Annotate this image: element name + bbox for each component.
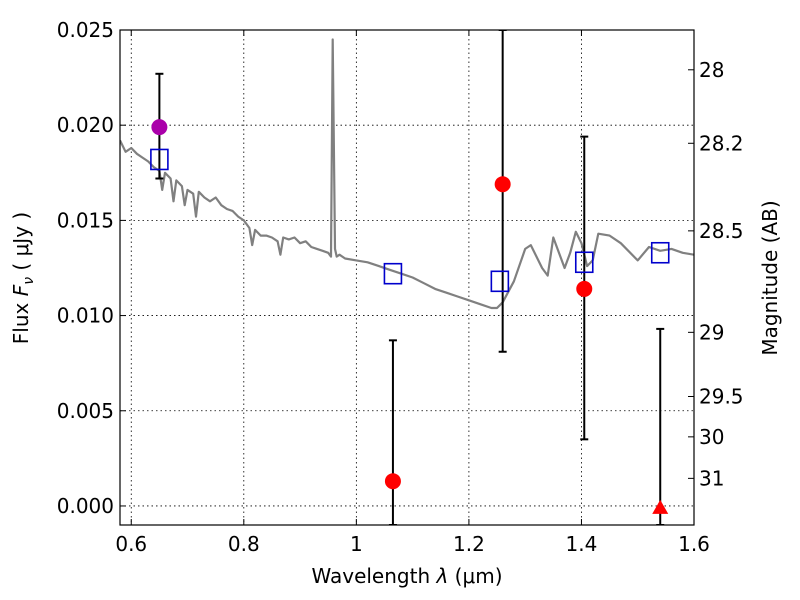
y-tick-label: 0.025 — [57, 18, 114, 42]
y2-tick-label: 31 — [699, 466, 724, 490]
model-spectrum-line — [120, 38, 694, 310]
observed-photometry-point — [576, 280, 593, 297]
model-photometry-markers — [150, 148, 670, 293]
y2-axis-ticks: 28 28.2 28.5 29 29.5 30 31 — [688, 58, 744, 490]
plot-frame — [119, 29, 695, 526]
grid — [120, 29, 695, 525]
y-tick-label: 0.005 — [57, 399, 114, 423]
y-tick-label: 0.020 — [57, 113, 114, 137]
y2-axis-title: Magnitude (AB) — [758, 200, 782, 355]
y2-tick-label: 29 — [699, 320, 724, 344]
model-photometry-square — [574, 251, 594, 274]
y-axis-title: Flux Fν ( μJy ) — [9, 212, 37, 344]
y-tick-label: 0.015 — [57, 208, 114, 232]
observed-photometry-point — [151, 119, 168, 136]
x-tick-label: 1.6 — [678, 532, 710, 556]
y-tick-label: 0.010 — [57, 304, 114, 328]
x-tick-label: 1.2 — [453, 532, 485, 556]
model-photometry-square — [383, 262, 403, 285]
observed-photometry-point — [494, 176, 511, 193]
model-photometry-square — [490, 270, 510, 293]
observed-photometry-markers — [151, 119, 669, 514]
y2-tick-label: 28 — [699, 58, 724, 82]
observed-photometry-point — [384, 473, 401, 490]
x-tick-label: 1.4 — [566, 532, 598, 556]
y2-tick-label: 28.2 — [699, 131, 744, 155]
y2-tick-label: 30 — [699, 425, 724, 449]
y-tick-label: 0.000 — [57, 494, 114, 518]
x-tick-label: 1 — [350, 532, 363, 556]
y2-tick-label: 29.5 — [699, 384, 744, 408]
y-axis-ticks: 0.000 0.005 0.010 0.015 0.020 0.025 — [57, 18, 126, 518]
upper-limit-triangle — [652, 499, 669, 514]
x-tick-label: 0.6 — [115, 532, 147, 556]
x-axis-ticks: 0.6 0.8 1 1.2 1.4 1.6 — [115, 30, 710, 556]
model-photometry-square — [650, 241, 670, 264]
x-tick-label: 0.8 — [228, 532, 260, 556]
x-axis-title: Wavelength λ (μm) — [311, 564, 502, 588]
model-photometry-square — [150, 148, 169, 171]
y2-tick-label: 28.5 — [699, 219, 744, 243]
